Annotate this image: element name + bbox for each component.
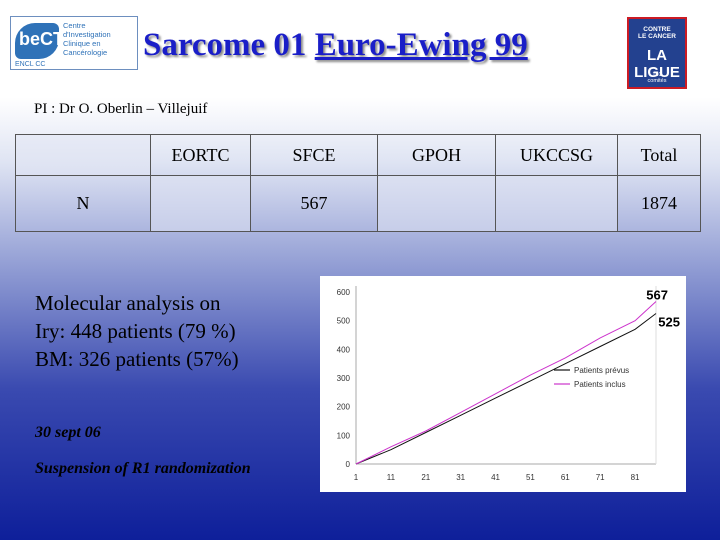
table-cell: [495, 175, 618, 232]
la-ligue-logo-top: CONTRE LE CANCER: [629, 26, 685, 40]
table-cell: 1874: [617, 175, 701, 232]
principal-investigator: PI : Dr O. Oberlin – Villejuif: [34, 101, 208, 117]
x-tick-label: 21: [421, 473, 430, 482]
becct-logo-shape: [15, 23, 59, 59]
y-tick-label: 600: [337, 288, 351, 297]
x-tick-label: 1: [354, 473, 359, 482]
x-tick-label: 71: [596, 473, 605, 482]
page-title: Sarcome 01 Euro-Ewing 99: [143, 27, 613, 64]
becct-logo-line: d'Investigation: [63, 30, 111, 39]
la-ligue-top-line: CONTRE: [643, 26, 671, 33]
note-event: Suspension of R1 randomization: [35, 460, 251, 477]
la-ligue-logo: CONTRE LE CANCER LA LIGUE 101 comités: [627, 17, 687, 89]
becct-logo-line: Cancérologie: [63, 48, 108, 57]
y-tick-label: 300: [337, 374, 351, 383]
molecular-line: Molecular analysis on: [35, 291, 221, 315]
y-tick-label: 500: [337, 317, 351, 326]
table-header-cell: [15, 134, 151, 176]
becct-logo-line: Clinique en: [63, 39, 101, 48]
molecular-line: BM: 326 patients (57%): [35, 347, 239, 371]
table-row: N 567 1874: [15, 175, 701, 232]
centers-table: EORTC SFCE GPOH UKCCSG Total N 567 1874: [15, 134, 701, 232]
y-tick-label: 100: [337, 431, 351, 440]
becct-logo-line: Centre: [63, 21, 86, 30]
series-line-2: [355, 301, 657, 465]
la-ligue-logo-main: LA LIGUE: [634, 47, 680, 81]
legend-label: Patients prévus: [574, 366, 629, 375]
table-cell: [150, 175, 251, 232]
la-ligue-bottom-line: 101: [652, 72, 662, 78]
x-tick-label: 11: [387, 473, 396, 482]
y-tick-label: 400: [337, 345, 351, 354]
x-tick-label: 41: [491, 473, 500, 482]
table-header-cell: EORTC: [150, 134, 251, 176]
y-tick-label: 200: [337, 403, 351, 412]
x-tick-label: 81: [631, 473, 640, 482]
table-cell: 567: [250, 175, 378, 232]
table-header-cell: UKCCSG: [495, 134, 618, 176]
y-tick-label: 0: [346, 460, 351, 469]
title-underlined: Euro-Ewing 99: [314, 27, 528, 63]
x-tick-label: 61: [561, 473, 570, 482]
annotation-label: 525: [658, 315, 680, 330]
x-tick-label: 31: [456, 473, 465, 482]
la-ligue-bottom-line: comités: [647, 78, 667, 84]
la-ligue-top-line: LE CANCER: [638, 33, 676, 40]
table-cell: [377, 175, 496, 232]
title-prefix: Sarcome 01: [143, 27, 315, 63]
series-line-1: [355, 313, 657, 465]
x-tick-label: 51: [526, 473, 535, 482]
table-header-row: EORTC SFCE GPOH UKCCSG Total: [15, 134, 701, 176]
note-date: 30 sept 06: [35, 424, 101, 441]
becct-logo-subtitle: ENCL CC: [15, 61, 46, 68]
table-header-cell: Total: [617, 134, 701, 176]
accrual-chart: 0 100 200 300 400 500 600 1 11 21 31 41 51 61 71 81 Pati…: [320, 276, 686, 492]
becct-logo: beCT ENCL CC Centre d'Investigation Clin…: [10, 16, 138, 70]
table-header-cell: GPOH: [377, 134, 496, 176]
table-header-cell: SFCE: [250, 134, 378, 176]
becct-logo-text: Centre d'Investigation Clinique en Cancé…: [63, 21, 137, 57]
molecular-analysis-text: Molecular analysis on Iry: 448 patients …: [35, 289, 239, 373]
annotation-label: 567: [646, 287, 668, 302]
legend-label: Patients inclus: [574, 380, 626, 389]
becct-logo-mark: beCT: [19, 29, 64, 49]
la-ligue-logo-bottom: 101 comités: [629, 72, 685, 84]
molecular-line: Iry: 448 patients (79 %): [35, 319, 236, 343]
table-cell: N: [15, 175, 151, 232]
